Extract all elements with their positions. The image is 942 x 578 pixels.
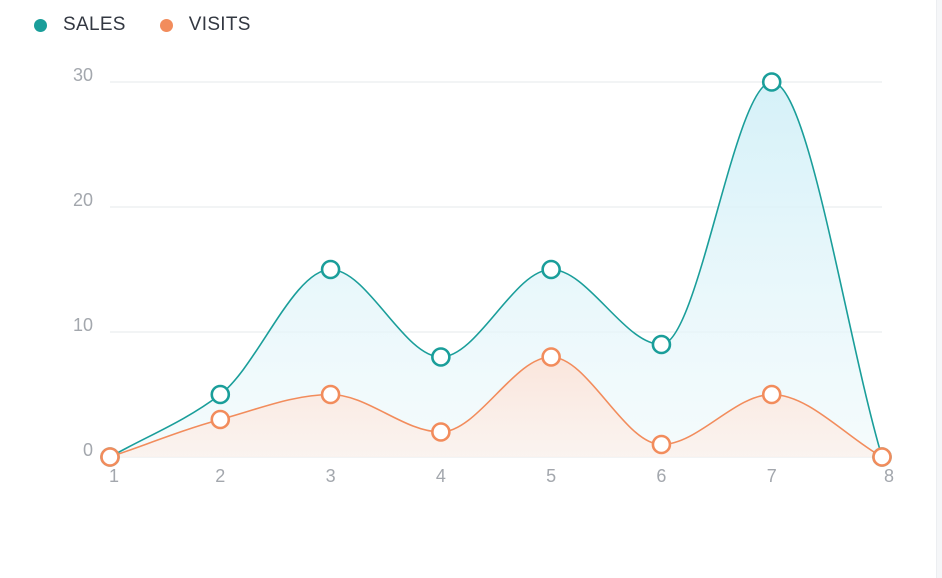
y-tick-label: 10 (73, 315, 93, 335)
x-tick-label: 4 (436, 466, 446, 486)
point-visits-3[interactable] (320, 384, 341, 405)
point-sales-7[interactable] (761, 72, 782, 92)
point-visits-8[interactable] (872, 447, 892, 467)
point-visits-6[interactable] (651, 434, 672, 455)
legend-label-visits: VISITS (188, 14, 251, 35)
x-axis-ticks: 1 2 3 4 5 6 7 8 (109, 466, 894, 486)
x-tick-label: 2 (215, 466, 225, 486)
point-visits-1[interactable] (100, 447, 120, 467)
x-tick-label: 8 (884, 466, 894, 486)
x-tick-label: 6 (656, 466, 666, 486)
y-tick-label: 30 (73, 65, 93, 85)
legend-swatch-sales (34, 18, 47, 32)
x-tick-label: 1 (109, 466, 119, 486)
x-tick-label: 7 (767, 466, 777, 486)
series-points (100, 72, 892, 467)
y-axis-ticks: 0 10 20 30 (73, 65, 93, 460)
point-sales-4[interactable] (431, 347, 451, 367)
point-sales-5[interactable] (541, 259, 561, 280)
point-sales-2[interactable] (210, 384, 231, 405)
x-tick-label: 5 (546, 466, 556, 486)
y-tick-label: 20 (73, 190, 93, 210)
area-fill-sales (110, 82, 882, 457)
point-visits-5[interactable] (541, 347, 561, 367)
series-areas (110, 82, 882, 457)
legend-label-sales: SALES (63, 14, 126, 35)
point-sales-3[interactable] (320, 259, 341, 280)
point-visits-4[interactable] (431, 422, 451, 442)
legend-item-visits[interactable]: VISITS (159, 14, 251, 36)
y-tick-label: 0 (83, 440, 93, 460)
point-sales-6[interactable] (651, 334, 672, 355)
legend-swatch-visits (159, 18, 173, 32)
area-fill-visits (110, 357, 882, 457)
legend-item-sales[interactable]: SALES (34, 14, 126, 36)
line-visits (109, 356, 883, 458)
point-visits-2[interactable] (210, 409, 231, 430)
chart-legend: SALES VISITS (34, 14, 285, 36)
point-visits-7[interactable] (761, 384, 782, 405)
x-tick-label: 3 (326, 466, 336, 486)
